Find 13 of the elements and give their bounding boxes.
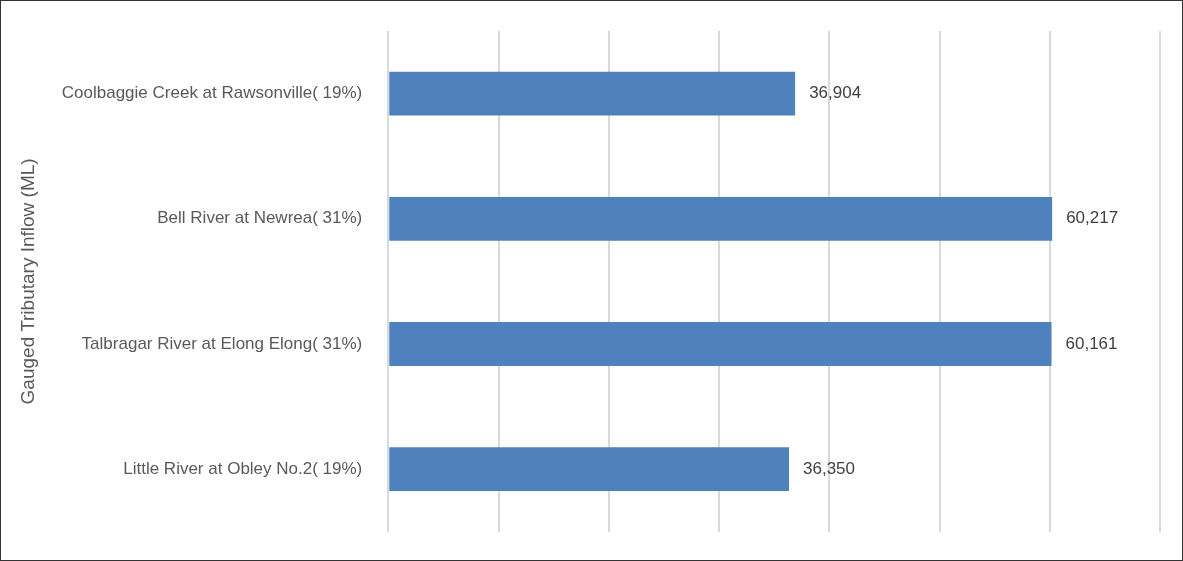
bar bbox=[389, 322, 1052, 366]
bar bbox=[389, 447, 790, 492]
data-label: 60,161 bbox=[1065, 333, 1118, 353]
data-label: 36,904 bbox=[809, 83, 862, 103]
y-tick-label: Coolbaggie Creek at Rawsonville( 19%) bbox=[61, 83, 363, 103]
y-axis-title: Gauged Tributary Inflow (ML) bbox=[16, 158, 38, 405]
bar bbox=[389, 196, 1053, 241]
data-label: 36,350 bbox=[803, 458, 856, 478]
bar bbox=[389, 71, 796, 116]
data-label: 60,217 bbox=[1066, 208, 1119, 228]
y-tick-label: Talbragar River at Elong Elong( 31%) bbox=[81, 333, 363, 353]
y-tick-label: Little River at Obley No.2( 19%) bbox=[123, 458, 363, 478]
y-tick-label: Bell River at Newrea( 31%) bbox=[157, 208, 363, 228]
